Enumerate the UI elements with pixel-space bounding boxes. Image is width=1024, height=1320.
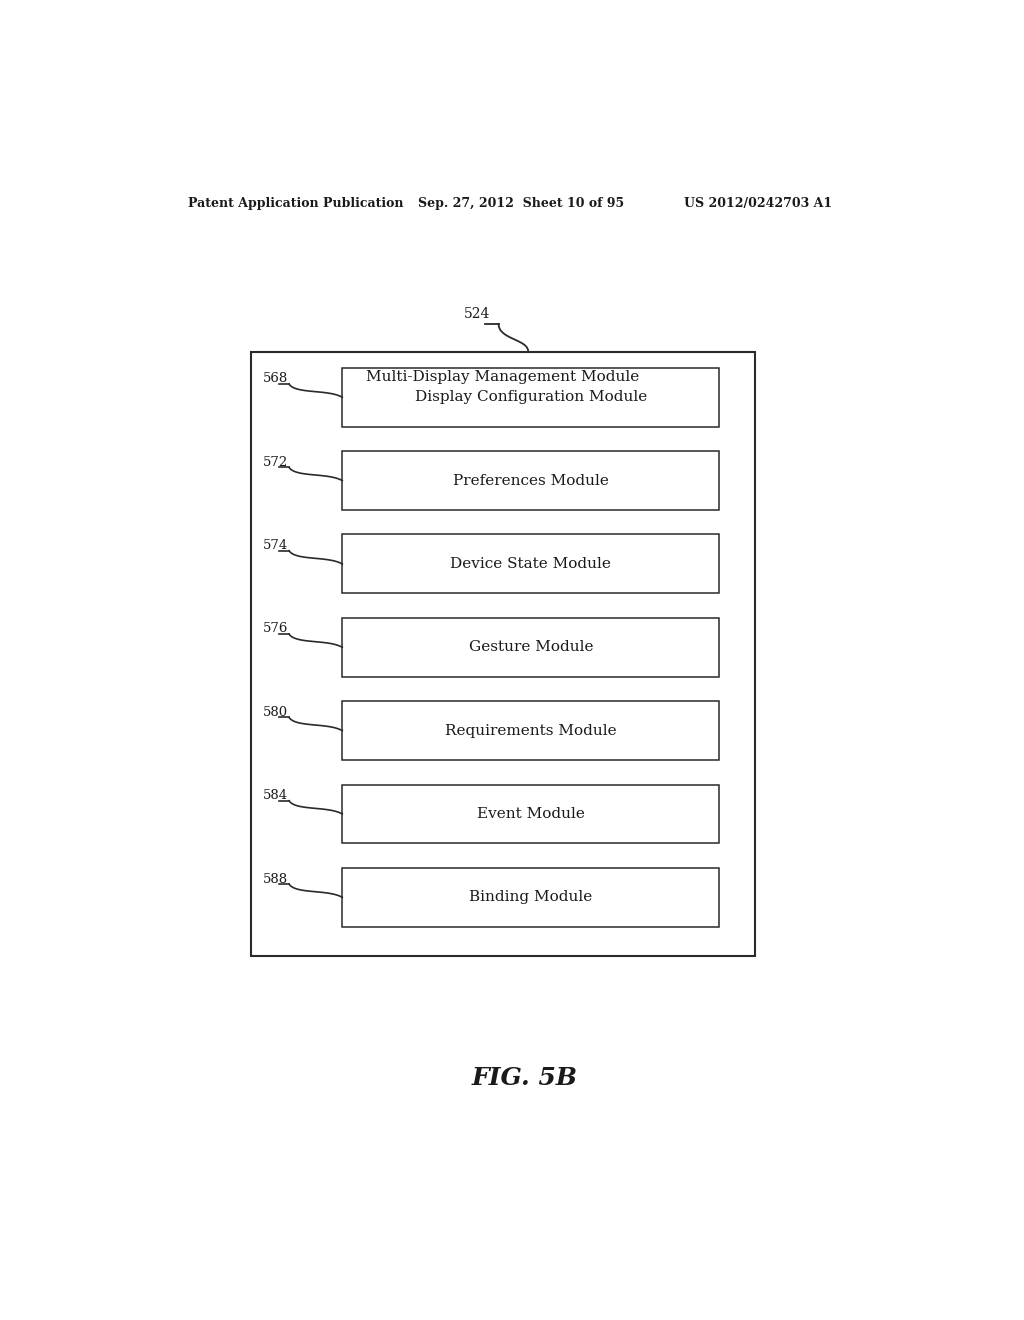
Text: Preferences Module: Preferences Module <box>453 474 608 487</box>
Bar <box>342 535 719 594</box>
Text: Display Configuration Module: Display Configuration Module <box>415 391 647 404</box>
Bar <box>342 867 719 927</box>
Bar <box>342 368 719 426</box>
Text: 524: 524 <box>464 308 490 321</box>
Text: Patent Application Publication: Patent Application Publication <box>187 197 403 210</box>
Text: Event Module: Event Module <box>477 807 585 821</box>
Text: Gesture Module: Gesture Module <box>469 640 593 655</box>
Text: FIG. 5B: FIG. 5B <box>472 1067 578 1090</box>
Text: Device State Module: Device State Module <box>451 557 611 572</box>
Text: 576: 576 <box>263 623 289 635</box>
Bar <box>342 451 719 510</box>
Bar <box>251 351 755 956</box>
Text: Binding Module: Binding Module <box>469 890 592 904</box>
Text: US 2012/0242703 A1: US 2012/0242703 A1 <box>684 197 831 210</box>
Text: 584: 584 <box>263 789 288 803</box>
Text: 572: 572 <box>263 455 288 469</box>
Text: 574: 574 <box>263 539 288 552</box>
Text: Multi-Display Management Module: Multi-Display Management Module <box>367 370 640 384</box>
Bar <box>342 784 719 843</box>
Bar <box>342 618 719 677</box>
Text: Sep. 27, 2012  Sheet 10 of 95: Sep. 27, 2012 Sheet 10 of 95 <box>418 197 624 210</box>
Text: Requirements Module: Requirements Module <box>445 723 616 738</box>
Text: 580: 580 <box>263 706 288 719</box>
Text: 588: 588 <box>263 873 288 886</box>
Bar <box>342 701 719 760</box>
Text: 568: 568 <box>263 372 288 385</box>
